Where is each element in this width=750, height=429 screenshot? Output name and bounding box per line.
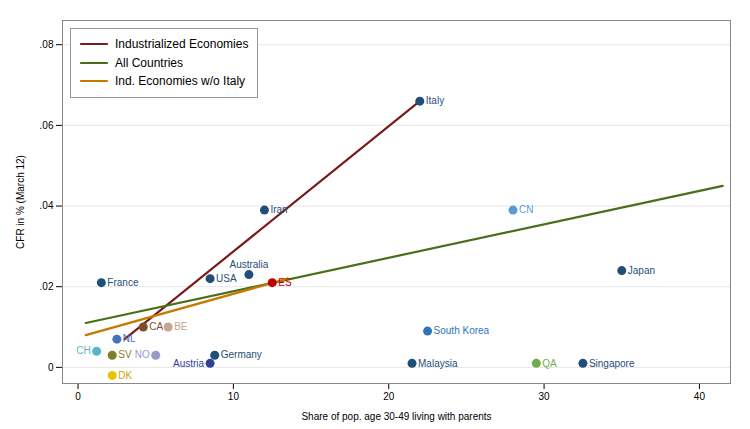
svg-text:QA: QA [542,358,557,369]
svg-text:.02: .02 [40,281,54,292]
svg-text:CN: CN [519,204,533,215]
svg-text:CH: CH [76,345,90,356]
svg-text:30: 30 [539,391,551,402]
svg-text:Japan: Japan [628,265,655,276]
svg-text:10: 10 [228,391,240,402]
svg-text:DK: DK [118,370,132,381]
svg-text:.08: .08 [40,39,54,50]
svg-text:CA: CA [149,321,163,332]
svg-text:NO: NO [135,349,150,360]
svg-text:France: France [107,277,139,288]
svg-text:Australia: Australia [229,259,268,270]
svg-text:ES: ES [278,277,292,288]
svg-text:CFR in % (March 12): CFR in % (March 12) [15,155,26,249]
svg-text:.06: .06 [40,120,54,131]
svg-text:40: 40 [694,391,706,402]
svg-text:Italy: Italy [426,95,444,106]
svg-text:20: 20 [383,391,395,402]
html-text:All Countries: All Countries [115,55,183,70]
svg-text:USA: USA [216,273,237,284]
svg-text:SV: SV [118,349,132,360]
svg-text:Singapore: Singapore [589,358,635,369]
svg-text:Germany: Germany [221,349,262,360]
svg-text:.04: .04 [40,200,54,211]
svg-text:Austria: Austria [173,358,205,369]
svg-text:NL: NL [123,333,136,344]
svg-text:0: 0 [48,362,54,373]
svg-text:Malaysia: Malaysia [418,358,458,369]
html-text:Ind. Economies w/o Italy: Ind. Economies w/o Italy [115,74,246,89]
svg-text:BE: BE [174,321,188,332]
svg-text:Share of pop. age 30-49 living: Share of pop. age 30-49 living with pare… [301,411,491,422]
svg-text:South Korea: South Korea [434,325,490,336]
svg-text:Iran: Iran [270,204,287,215]
html-text:Industrialized Economies: Industrialized Economies [115,37,249,51]
svg-text:0: 0 [75,391,81,402]
